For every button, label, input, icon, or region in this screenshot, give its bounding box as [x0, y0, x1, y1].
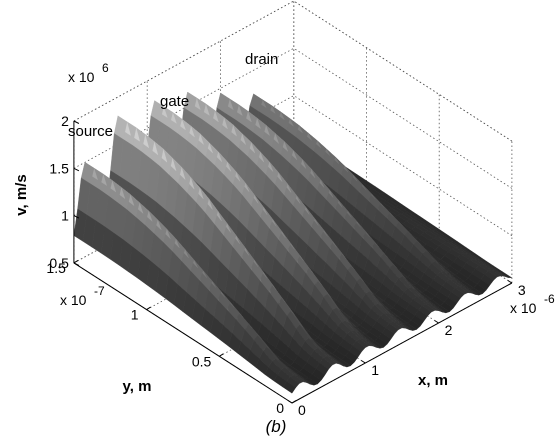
y-tick-label: 1.5 — [46, 260, 66, 276]
annotation-source: source — [68, 123, 113, 140]
x-tick-mark — [434, 320, 439, 324]
x-tick-mark — [287, 400, 293, 404]
grid-line — [293, 47, 513, 189]
x-exponent-power: -6 — [544, 292, 555, 306]
y-axis-label: y, m — [123, 378, 152, 395]
surface — [73, 91, 513, 394]
annotation-gate: gate — [160, 93, 189, 110]
y-tick-label: 0.5 — [192, 353, 212, 369]
grid-line — [293, 95, 513, 237]
box-edge — [73, 0, 294, 122]
x-axis-label: x, m — [418, 372, 448, 389]
y-tick-mark — [219, 353, 224, 357]
z-axis-label: v, m/s — [13, 174, 30, 215]
y-axis-line — [73, 262, 293, 404]
z-exponent-power: 6 — [102, 61, 109, 75]
x-tick-label: 0 — [298, 402, 306, 418]
x-tick-mark — [361, 360, 366, 364]
z-tick-label: 0.5 — [49, 255, 69, 271]
x-tick-label: 1 — [371, 362, 379, 378]
x-tick-mark — [507, 280, 513, 284]
z-tick-label: 2 — [61, 113, 69, 129]
figure-caption: (b) — [266, 417, 287, 436]
z-tick-mark — [73, 167, 80, 172]
y-tick-label: 0 — [276, 400, 284, 416]
x-tick-label: 3 — [518, 282, 526, 298]
z-tick-mark — [73, 120, 80, 124]
z-tick-mark — [73, 262, 80, 266]
z-exponent-label: x 10 — [68, 69, 95, 85]
annotation-drain: drain — [245, 51, 278, 68]
y-exponent-power: -7 — [94, 284, 105, 298]
y-exponent-label: x 10 — [60, 292, 87, 308]
x-tick-label: 2 — [445, 322, 453, 338]
box-edge — [293, 0, 513, 142]
x-axis-line — [291, 282, 513, 404]
z-tick-label: 1.5 — [49, 160, 69, 176]
y-tick-label: 1 — [131, 307, 139, 323]
x-exponent-label: x 10 — [510, 300, 537, 316]
y-tick-mark — [73, 259, 79, 264]
z-tick-mark — [73, 215, 80, 219]
z-tick-label: 1 — [61, 208, 69, 224]
y-tick-mark — [291, 400, 297, 404]
y-tick-mark — [146, 306, 151, 311]
